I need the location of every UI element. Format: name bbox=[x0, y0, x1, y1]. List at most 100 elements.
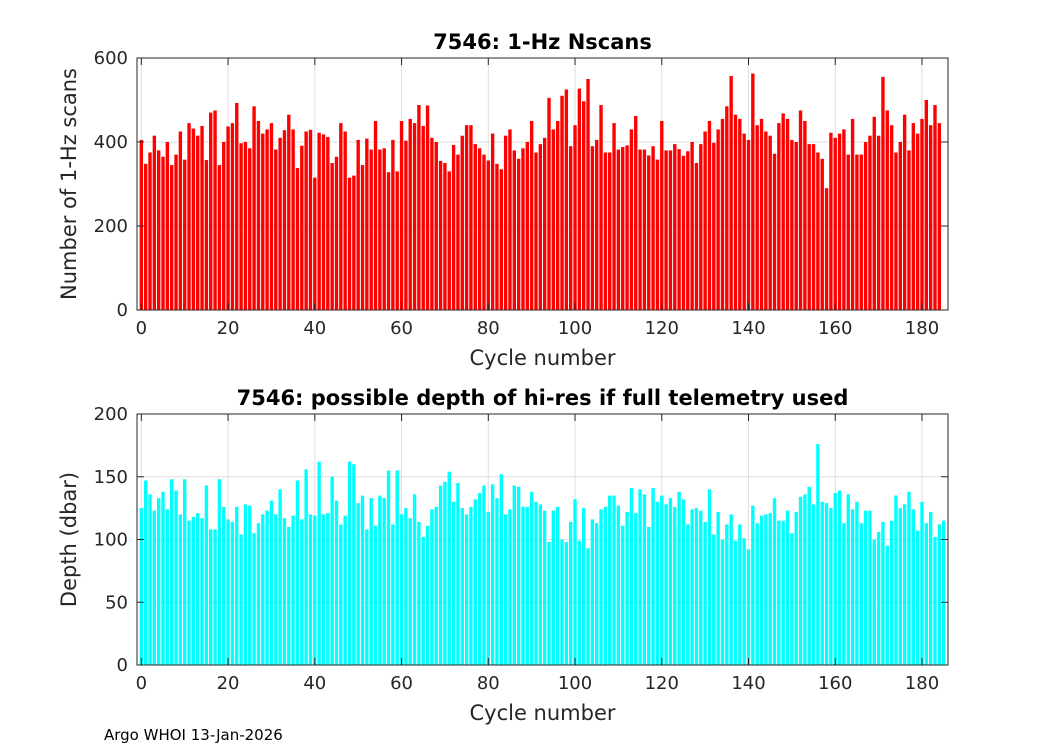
top-chart-bar bbox=[668, 150, 673, 310]
bottom-chart-xtick-label: 20 bbox=[217, 673, 240, 694]
bottom-chart-bar bbox=[824, 503, 829, 665]
bottom-chart-bar bbox=[681, 499, 686, 665]
top-chart-bar bbox=[516, 158, 521, 310]
top-chart-bar bbox=[490, 133, 495, 310]
top-chart-bar bbox=[369, 149, 373, 310]
top-chart-bar bbox=[759, 118, 764, 311]
bottom-chart-bar bbox=[586, 548, 590, 665]
top-chart-bar bbox=[308, 129, 313, 310]
bottom-chart-bar bbox=[248, 505, 252, 665]
bottom-chart-bar bbox=[512, 485, 517, 665]
top-chart-bar bbox=[547, 97, 551, 311]
bottom-chart-bar bbox=[408, 518, 412, 665]
top-chart-bar bbox=[686, 151, 690, 310]
bottom-chart-bar bbox=[529, 491, 534, 665]
top-chart-bar bbox=[183, 159, 187, 310]
top-chart-bar bbox=[876, 135, 881, 310]
top-chart-bar bbox=[560, 95, 564, 310]
bottom-chart-bar bbox=[673, 506, 677, 665]
top-chart-bar bbox=[807, 144, 811, 310]
top-chart-bar bbox=[538, 144, 543, 310]
top-chart-bar bbox=[616, 149, 621, 310]
top-chart-bar bbox=[699, 144, 703, 310]
bottom-chart-bar bbox=[842, 523, 846, 665]
top-chart-bar bbox=[915, 133, 920, 310]
bottom-chart-bar bbox=[655, 501, 660, 665]
bottom-chart-xtick-label: 100 bbox=[558, 673, 592, 694]
bottom-chart-bar bbox=[417, 521, 421, 665]
bottom-chart-bar bbox=[252, 533, 256, 665]
top-chart-bar bbox=[898, 142, 902, 310]
bottom-chart-bar bbox=[551, 510, 556, 665]
top-chart-bar bbox=[464, 125, 469, 310]
top-chart-frame bbox=[136, 57, 949, 311]
bottom-chart-bar bbox=[937, 524, 942, 665]
top-chart-bar bbox=[174, 154, 178, 310]
bottom-chart-bar bbox=[243, 504, 248, 665]
top-chart-bar bbox=[681, 155, 686, 310]
bottom-chart-bar bbox=[308, 514, 313, 665]
bottom-chart-bar bbox=[660, 495, 664, 665]
top-chart-bar bbox=[790, 139, 794, 310]
bottom-chart-bar bbox=[369, 498, 373, 665]
top-chart-bar bbox=[156, 150, 161, 310]
bottom-chart-bar bbox=[568, 521, 573, 665]
top-chart-bar bbox=[920, 118, 924, 311]
bottom-chart-bar bbox=[837, 490, 842, 665]
top-chart-bar bbox=[820, 158, 824, 310]
bottom-chart-bar bbox=[516, 486, 521, 665]
top-chart-bar bbox=[846, 154, 850, 310]
bottom-chart-bar bbox=[599, 509, 603, 665]
bottom-chart-bar bbox=[330, 476, 334, 665]
top-chart-bar bbox=[243, 142, 248, 310]
top-chart-bar bbox=[261, 133, 265, 310]
bottom-chart-bar bbox=[612, 495, 616, 665]
bottom-chart-bar bbox=[555, 506, 560, 665]
top-chart-bar bbox=[230, 123, 235, 310]
top-chart-bar bbox=[855, 154, 859, 310]
top-chart-bar bbox=[382, 148, 386, 310]
top-chart-xlabel: Cycle number bbox=[469, 346, 615, 370]
bottom-chart-bar bbox=[777, 520, 781, 665]
bottom-chart-bar bbox=[664, 504, 668, 665]
bottom-chart-bar bbox=[768, 513, 772, 665]
bottom-chart-bar bbox=[820, 501, 824, 665]
top-chart-bar bbox=[842, 129, 846, 310]
top-chart-bar bbox=[482, 154, 486, 310]
bottom-chart-bar bbox=[399, 514, 404, 665]
bottom-chart-bar bbox=[920, 501, 924, 665]
top-chart-bar bbox=[352, 175, 356, 310]
top-chart-bar bbox=[139, 139, 144, 310]
top-chart-bar bbox=[321, 134, 326, 310]
top-chart-bar bbox=[777, 123, 781, 310]
top-chart-bar bbox=[924, 100, 929, 310]
bottom-chart-bar bbox=[542, 510, 547, 665]
top-chart-bar bbox=[781, 113, 785, 310]
bottom-chart-bar bbox=[373, 525, 378, 665]
top-chart-bar bbox=[673, 144, 677, 310]
top-chart-bar bbox=[703, 131, 707, 310]
bottom-chart-bar bbox=[204, 485, 209, 665]
top-chart-bar bbox=[751, 73, 755, 310]
bottom-chart-bar bbox=[438, 485, 443, 665]
top-chart-xtick-label: 140 bbox=[731, 318, 765, 339]
top-chart-bar bbox=[178, 131, 183, 310]
bottom-chart-bar bbox=[274, 514, 278, 665]
top-chart-bar bbox=[386, 172, 391, 310]
top-chart-bar bbox=[785, 118, 790, 311]
bottom-chart-bar bbox=[269, 500, 274, 665]
bottom-chart-ylabel: Depth (dbar) bbox=[57, 472, 81, 607]
top-chart-bar bbox=[746, 139, 751, 310]
bottom-chart-bar bbox=[360, 495, 365, 665]
top-chart-bar bbox=[647, 155, 651, 310]
bottom-chart-bar bbox=[291, 515, 295, 665]
top-chart-bar bbox=[187, 123, 191, 310]
bottom-chart-bar bbox=[235, 506, 239, 665]
top-chart-bar bbox=[378, 149, 382, 310]
top-chart-bar bbox=[716, 129, 720, 310]
bottom-chart-bar bbox=[486, 511, 490, 665]
bottom-chart-bar bbox=[421, 536, 425, 665]
top-chart-bar bbox=[222, 142, 226, 310]
bottom-chart-bar bbox=[699, 510, 703, 665]
bottom-chart-bar bbox=[621, 525, 625, 665]
